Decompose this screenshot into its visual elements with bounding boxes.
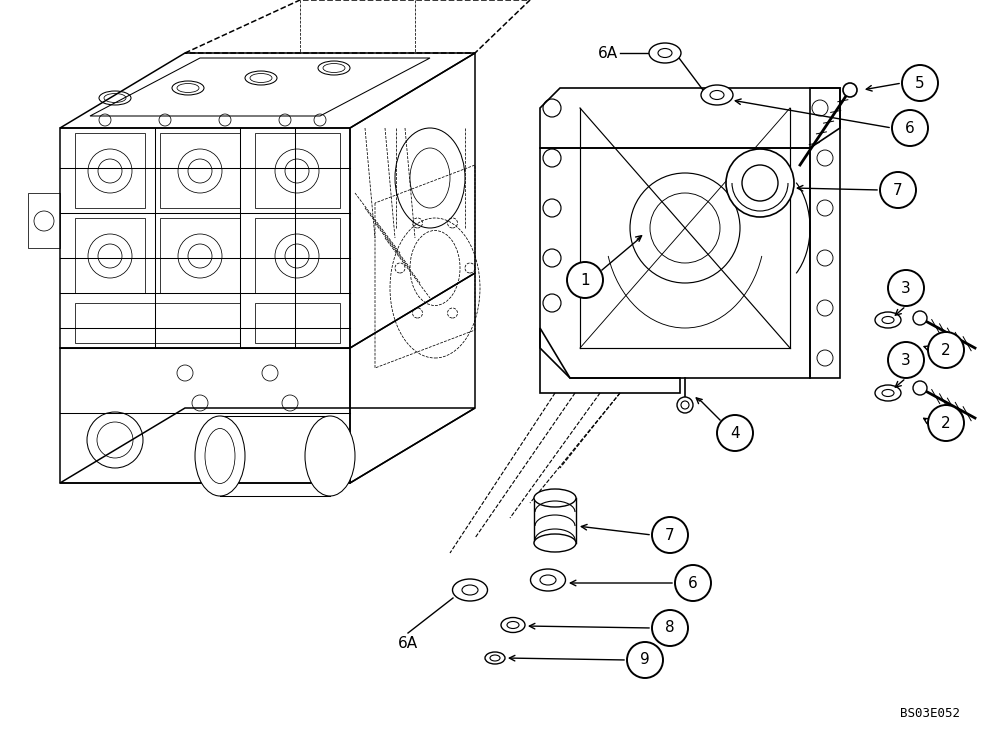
Circle shape xyxy=(888,342,924,378)
Text: 7: 7 xyxy=(893,183,903,197)
Circle shape xyxy=(717,415,753,451)
Ellipse shape xyxy=(501,618,525,633)
Circle shape xyxy=(627,642,663,678)
Ellipse shape xyxy=(452,579,488,601)
Circle shape xyxy=(726,149,794,217)
Text: 6A: 6A xyxy=(398,636,418,651)
Text: 3: 3 xyxy=(901,352,911,367)
Text: 9: 9 xyxy=(640,652,650,667)
Circle shape xyxy=(913,311,927,325)
Circle shape xyxy=(928,332,964,368)
Circle shape xyxy=(892,110,928,146)
Circle shape xyxy=(888,270,924,306)
Circle shape xyxy=(843,83,857,97)
Circle shape xyxy=(675,565,711,601)
Ellipse shape xyxy=(530,569,566,591)
Circle shape xyxy=(913,381,927,395)
Circle shape xyxy=(652,610,688,646)
Circle shape xyxy=(742,165,778,201)
Ellipse shape xyxy=(701,85,733,105)
Circle shape xyxy=(652,517,688,553)
Circle shape xyxy=(567,262,603,298)
Circle shape xyxy=(928,405,964,441)
Text: 5: 5 xyxy=(915,76,925,91)
Circle shape xyxy=(902,65,938,101)
Text: 6: 6 xyxy=(688,575,698,590)
Ellipse shape xyxy=(875,385,901,401)
Text: 6: 6 xyxy=(905,120,915,135)
Ellipse shape xyxy=(195,416,245,496)
Ellipse shape xyxy=(649,43,681,63)
Text: 2: 2 xyxy=(941,415,951,431)
Ellipse shape xyxy=(534,534,576,552)
Ellipse shape xyxy=(305,416,355,496)
Text: 7: 7 xyxy=(665,527,675,542)
Text: 3: 3 xyxy=(901,280,911,295)
Text: 1: 1 xyxy=(580,272,590,287)
Ellipse shape xyxy=(875,312,901,328)
Text: 2: 2 xyxy=(941,343,951,358)
Text: 6A: 6A xyxy=(598,46,618,61)
Ellipse shape xyxy=(485,652,505,664)
Text: BS03E052: BS03E052 xyxy=(900,707,960,720)
Circle shape xyxy=(880,172,916,208)
Ellipse shape xyxy=(534,489,576,507)
Text: 8: 8 xyxy=(665,621,675,636)
Text: 4: 4 xyxy=(730,426,740,441)
Circle shape xyxy=(677,397,693,413)
